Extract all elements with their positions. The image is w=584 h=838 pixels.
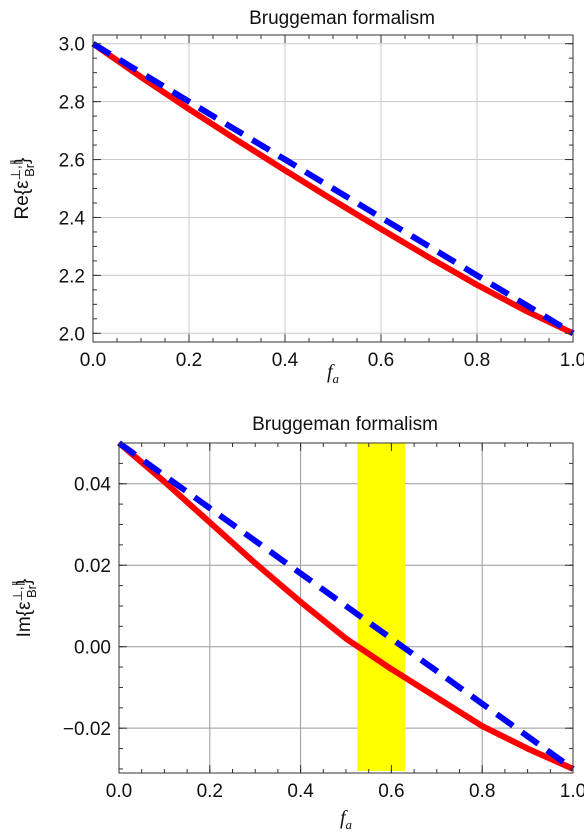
y-tick-label: 0.00	[74, 638, 111, 659]
chart-re-panel: Bruggeman formalism 0.0 0.2 0.4 0.6 0.8 1.0 2.…	[8, 8, 584, 386]
y-tick-label: 2.8	[59, 93, 85, 114]
chart-title: Bruggeman formalism	[249, 8, 435, 29]
x-axis-label-main: f	[327, 361, 335, 383]
x-axis-label: fa	[340, 807, 353, 832]
y-tick-label: −0.02	[63, 719, 111, 740]
x-tick-label: 0.0	[80, 350, 106, 371]
x-axis-label: fa	[327, 361, 340, 386]
highlight-band	[357, 443, 406, 771]
x-axis-label-sub: a	[333, 371, 340, 386]
x-tick-label: 0.6	[378, 781, 404, 802]
y-axis-label-prefix: Re{ε	[12, 180, 33, 220]
x-tick-label: 1.0	[560, 350, 584, 371]
y-tick-label: 2.6	[59, 151, 85, 172]
series-line-solid	[91, 41, 575, 337]
y-tick-label: 0.04	[74, 475, 111, 496]
y-axis-label-sup: ⊥,∥	[8, 159, 23, 180]
series-line-dashed	[117, 440, 575, 772]
y-axis-label: Re{ε⊥,∥Br}	[8, 158, 37, 220]
y-axis-label-sub: Br	[24, 584, 39, 598]
x-tick-label: 0.4	[287, 781, 314, 802]
y-tick-label: 0.02	[74, 556, 111, 577]
x-axis-label-sub: a	[346, 817, 353, 832]
x-tick-label: 0.6	[368, 350, 394, 371]
x-tick-label: 0.2	[176, 350, 202, 371]
x-tick-label: 0.0	[106, 781, 132, 802]
y-axis-label-suffix: }	[14, 579, 35, 585]
series-line-solid	[117, 440, 575, 772]
x-axis-label-main: f	[340, 807, 348, 829]
y-tick-label: 2.0	[59, 324, 85, 345]
series-line-dashed	[91, 41, 575, 336]
y-tick-label: 2.4	[59, 208, 86, 229]
x-tick-label: 0.4	[272, 350, 299, 371]
y-axis-label: Im{ε⊥,∥Br}	[10, 579, 39, 638]
x-tick-label: 1.0	[560, 781, 584, 802]
y-axis-label-sup: ⊥,∥	[10, 580, 25, 601]
y-axis-label-sub: Br	[22, 163, 37, 177]
chart-im-panel: Bruggeman formalism 0.0 0.2 0.4 0.6 0.8 1.0 −0…	[10, 414, 584, 832]
y-axis-label-suffix: }	[12, 158, 33, 164]
chart-title: Bruggeman formalism	[252, 414, 438, 435]
x-tick-label: 0.8	[464, 350, 490, 371]
y-tick-label: 2.2	[59, 266, 85, 287]
y-tick-label: 3.0	[59, 35, 85, 56]
x-tick-label: 0.8	[469, 781, 495, 802]
x-tick-label: 0.2	[197, 781, 223, 802]
y-axis-label-prefix: Im{ε	[14, 601, 35, 637]
